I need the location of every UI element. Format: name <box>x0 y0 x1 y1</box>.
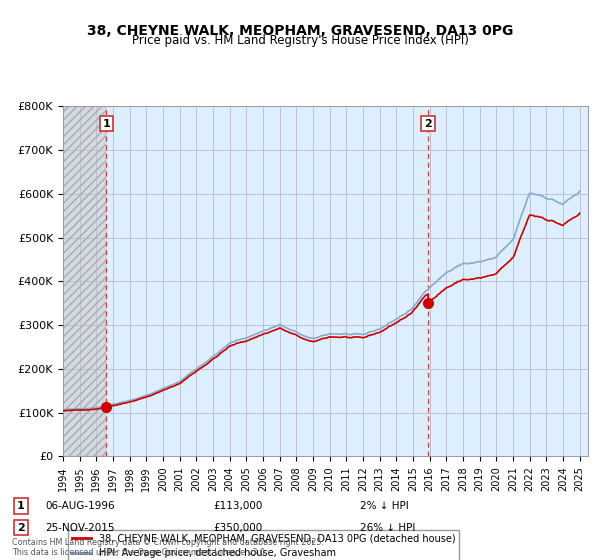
Text: 26% ↓ HPI: 26% ↓ HPI <box>360 522 415 533</box>
Text: Contains HM Land Registry data © Crown copyright and database right 2025.
This d: Contains HM Land Registry data © Crown c… <box>12 538 324 557</box>
Text: 06-AUG-1996: 06-AUG-1996 <box>45 501 115 511</box>
Text: £350,000: £350,000 <box>213 522 262 533</box>
Text: 38, CHEYNE WALK, MEOPHAM, GRAVESEND, DA13 0PG: 38, CHEYNE WALK, MEOPHAM, GRAVESEND, DA1… <box>87 24 513 38</box>
Text: £113,000: £113,000 <box>213 501 262 511</box>
Bar <box>63 106 106 456</box>
Legend: 38, CHEYNE WALK, MEOPHAM, GRAVESEND, DA13 0PG (detached house), HPI: Average pri: 38, CHEYNE WALK, MEOPHAM, GRAVESEND, DA1… <box>68 530 460 560</box>
Text: 2: 2 <box>17 522 25 533</box>
Text: Price paid vs. HM Land Registry's House Price Index (HPI): Price paid vs. HM Land Registry's House … <box>131 34 469 47</box>
Text: 2: 2 <box>424 119 432 129</box>
Bar <box>63 106 106 456</box>
Text: 1: 1 <box>103 119 110 129</box>
Text: 25-NOV-2015: 25-NOV-2015 <box>45 522 115 533</box>
Text: 1: 1 <box>17 501 25 511</box>
Text: 2% ↓ HPI: 2% ↓ HPI <box>360 501 409 511</box>
